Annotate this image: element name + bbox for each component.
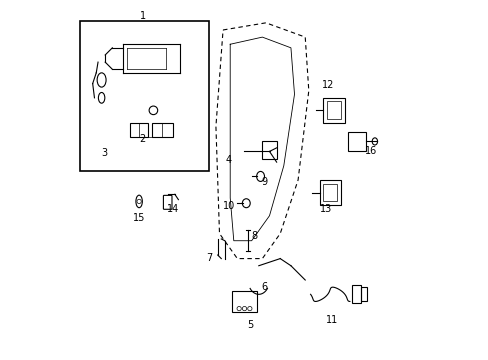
Bar [319, 180, 340, 205]
Bar [262, 141, 276, 158]
Text: 16: 16 [365, 147, 377, 157]
Text: 12: 12 [322, 80, 334, 90]
Bar [231, 291, 257, 312]
Text: 3: 3 [101, 148, 107, 158]
Text: 7: 7 [206, 253, 212, 263]
Text: 1: 1 [140, 12, 145, 21]
Bar [351, 285, 360, 303]
Bar [347, 132, 365, 152]
Bar [323, 184, 337, 202]
Text: 5: 5 [246, 320, 252, 330]
Text: 9: 9 [261, 177, 266, 187]
Text: 14: 14 [166, 204, 179, 214]
Bar [360, 287, 366, 301]
Bar [80, 21, 208, 171]
Bar [326, 102, 340, 119]
Bar [323, 98, 344, 123]
Text: 6: 6 [261, 282, 266, 292]
Text: 4: 4 [225, 156, 231, 165]
Text: 15: 15 [133, 212, 145, 222]
Text: 13: 13 [319, 204, 331, 214]
Bar [151, 123, 173, 137]
Bar [130, 123, 148, 137]
Text: 10: 10 [223, 201, 235, 211]
Text: 8: 8 [250, 231, 257, 242]
Text: 11: 11 [325, 315, 338, 325]
Text: 2: 2 [139, 134, 145, 144]
